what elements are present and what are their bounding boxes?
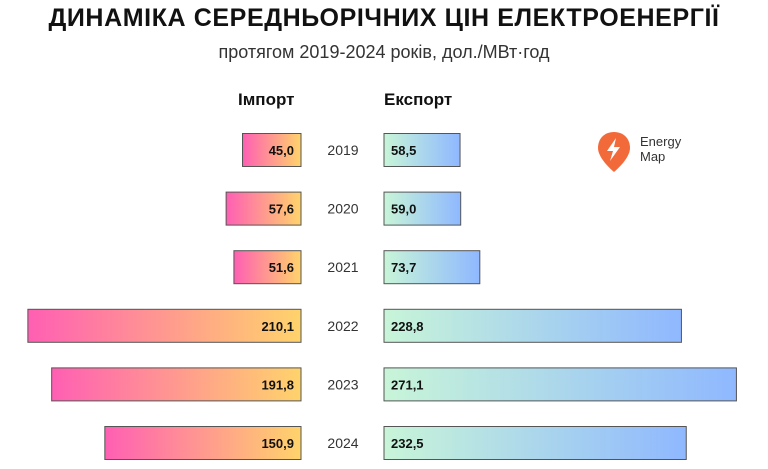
year-label-2022: 2022	[327, 318, 358, 334]
export-bar-2019	[383, 133, 461, 167]
export-bar-2021	[383, 250, 481, 285]
import-value-2024: 150,9	[261, 436, 294, 451]
export-header: Експорт	[384, 90, 453, 109]
year-label-2020: 2020	[327, 201, 358, 217]
import-bar-2022	[27, 308, 302, 343]
chart-title: ДИНАМІКА СЕРЕДНЬОРІЧНИХ ЦІН ЕЛЕКТРОЕНЕРГ…	[48, 4, 720, 32]
export-value-2022: 228,8	[391, 319, 424, 334]
year-label-2019: 2019	[327, 142, 358, 158]
year-label-2023: 2023	[327, 376, 358, 392]
import-value-2019: 45,0	[269, 143, 294, 158]
import-value-2022: 210,1	[261, 319, 294, 334]
chart-subtitle: протягом 2019-2024 років, дол./МВт·год	[218, 42, 550, 62]
energy-map-logo: Energy Map	[596, 130, 696, 174]
lightning-pin-icon	[598, 132, 630, 172]
import-value-2020: 57,6	[269, 202, 294, 217]
year-label-2024: 2024	[327, 435, 358, 451]
import-bar-2023	[51, 367, 302, 402]
export-value-2021: 73,7	[391, 260, 416, 275]
logo-text: Energy Map	[640, 134, 681, 164]
export-value-2023: 271,1	[391, 377, 424, 392]
import-value-2023: 191,8	[261, 377, 294, 392]
import-header: Імпорт	[238, 90, 295, 109]
export-bar-2022	[383, 308, 682, 343]
export-bar-2020	[383, 191, 462, 226]
export-value-2024: 232,5	[391, 436, 424, 451]
logo-line-2: Map	[640, 149, 666, 164]
import-value-2021: 51,6	[269, 260, 294, 275]
export-value-2020: 59,0	[391, 202, 416, 217]
logo-line-1: Energy	[640, 134, 682, 149]
year-label-2021: 2021	[327, 259, 358, 275]
export-value-2019: 58,5	[391, 143, 416, 158]
export-bar-2023	[383, 367, 737, 402]
import-bar-2021	[233, 250, 302, 285]
import-bar-2019	[242, 133, 302, 167]
import-bar-2024	[104, 426, 302, 460]
import-bar-2020	[225, 191, 302, 226]
export-bar-2024	[383, 426, 687, 460]
